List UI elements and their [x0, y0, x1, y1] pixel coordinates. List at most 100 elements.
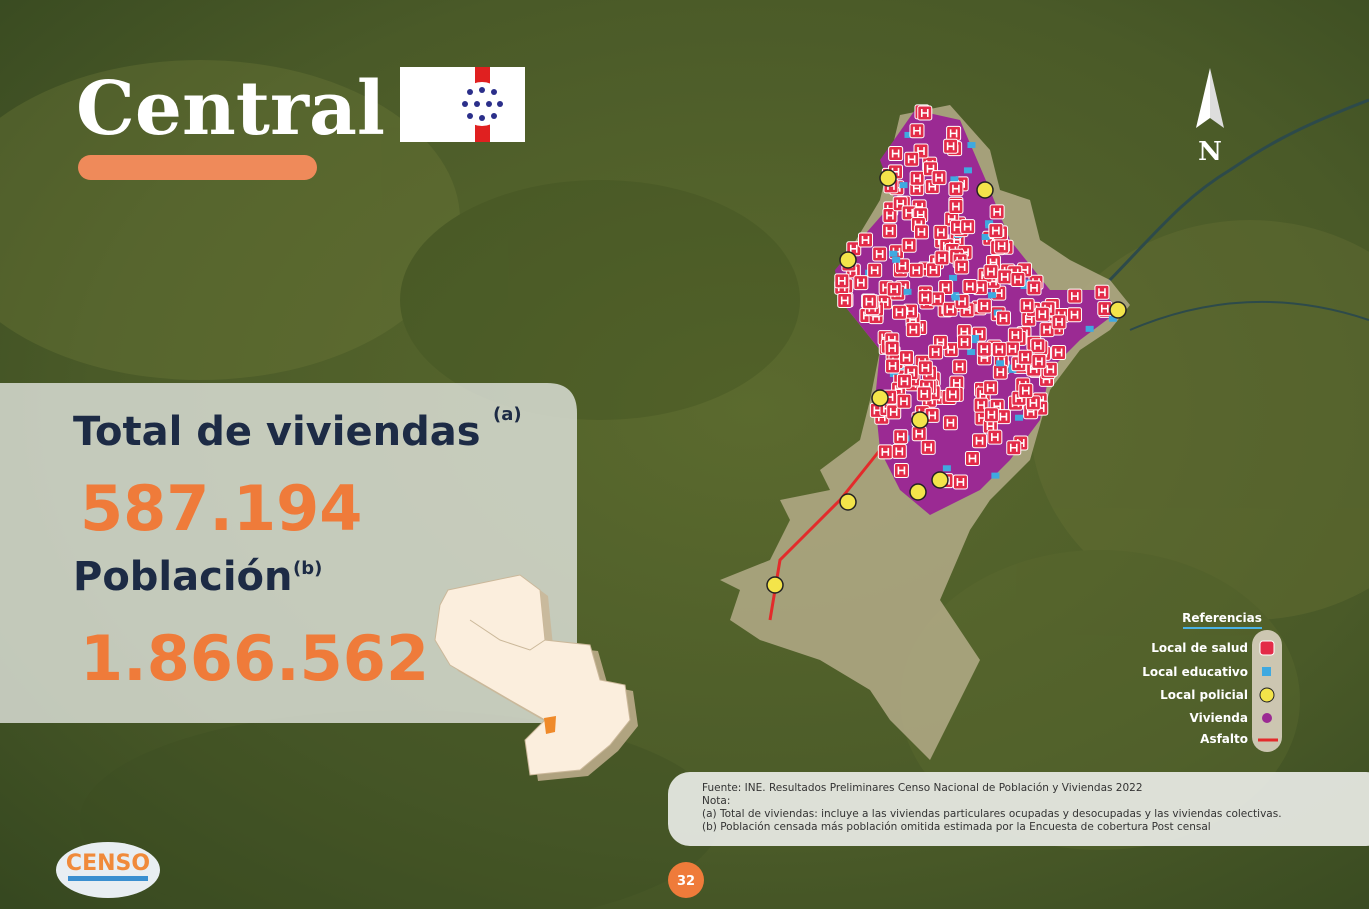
- health-marker-glyph: [849, 244, 858, 253]
- school-marker: [967, 349, 976, 356]
- school-marker: [892, 256, 901, 263]
- police-marker: [766, 576, 784, 594]
- health-marker-glyph: [1034, 341, 1042, 350]
- health-marker-glyph: [888, 344, 896, 353]
- health-marker-glyph: [1043, 325, 1051, 334]
- health-marker-glyph: [966, 282, 974, 291]
- health-marker-glyph: [996, 368, 1005, 377]
- health-marker-glyph: [857, 278, 865, 287]
- health-marker-glyph: [915, 429, 924, 438]
- health-marker-glyph: [902, 353, 911, 362]
- health-marker-glyph: [1035, 357, 1043, 366]
- health-marker-glyph: [952, 202, 960, 211]
- school-marker: [889, 250, 898, 257]
- title-underline: [78, 155, 317, 180]
- health-marker-glyph: [889, 407, 898, 416]
- health-marker-glyph: [980, 345, 989, 354]
- health-marker-glyph: [977, 401, 985, 410]
- population-note: (b): [293, 558, 322, 579]
- logo-stripe: [68, 876, 148, 881]
- source-line: (a) Total de viviendas: incluye a las vi…: [702, 808, 1282, 820]
- school-marker: [899, 182, 908, 189]
- health-marker-glyph: [1000, 272, 1009, 281]
- legend-label: Local de salud: [1151, 641, 1248, 655]
- health-marker-glyph: [1023, 301, 1031, 310]
- school-marker: [967, 142, 976, 149]
- school-marker: [1015, 414, 1024, 421]
- health-marker-glyph: [997, 242, 1006, 251]
- health-marker-glyph: [870, 266, 879, 275]
- health-marker-glyph: [840, 296, 849, 305]
- source-box: [668, 772, 1369, 846]
- health-marker-glyph: [1071, 292, 1079, 301]
- health-marker-glyph: [875, 249, 884, 258]
- health-marker-glyph: [1009, 443, 1018, 452]
- school-marker: [991, 472, 1000, 479]
- health-marker-glyph: [975, 436, 984, 445]
- health-marker-glyph: [913, 174, 921, 183]
- source-line: Fuente: INE. Resultados Preliminares Cen…: [702, 782, 1143, 794]
- health-marker-glyph: [921, 363, 930, 372]
- health-marker-glyph: [957, 263, 966, 272]
- health-marker-glyph: [895, 447, 904, 456]
- health-marker-glyph: [1014, 275, 1022, 284]
- population-value: 1.866.562: [80, 622, 429, 695]
- health-marker-glyph: [956, 477, 965, 486]
- health-marker-glyph: [955, 362, 964, 371]
- health-marker-glyph: [920, 109, 929, 118]
- health-marker-glyph: [1030, 283, 1038, 292]
- health-marker-glyph: [980, 301, 989, 310]
- health-marker-glyph: [986, 383, 995, 392]
- health-marker-glyph: [986, 422, 995, 431]
- health-marker-glyph: [897, 466, 906, 475]
- school-marker: [950, 176, 959, 183]
- stats-panel: [0, 383, 577, 723]
- police-marker: [909, 483, 927, 501]
- school-marker: [969, 337, 978, 344]
- page-badge: [668, 862, 704, 898]
- river: [1098, 98, 1369, 292]
- health-marker-glyph: [912, 266, 921, 275]
- flag: [400, 67, 525, 142]
- health-marker-glyph: [905, 208, 913, 217]
- health-marker-glyph: [993, 207, 1001, 216]
- source-line: (b) Población censada más población omit…: [702, 821, 1211, 833]
- health-marker-glyph: [906, 307, 915, 316]
- school-marker: [1108, 315, 1117, 322]
- health-marker-glyph: [938, 253, 946, 262]
- health-marker-glyph: [946, 305, 954, 314]
- health-marker-glyph: [952, 378, 961, 387]
- health-marker-glyph: [895, 308, 904, 317]
- health-marker-glyph: [999, 314, 1008, 323]
- north-arrow: [1196, 68, 1210, 128]
- health-marker-glyph: [909, 325, 918, 334]
- school-marker: [996, 360, 1005, 367]
- health-marker-glyph: [861, 236, 870, 245]
- health-marker-glyph: [952, 184, 960, 193]
- health-marker-glyph: [987, 410, 996, 419]
- health-marker-glyph: [949, 390, 957, 399]
- school-marker: [942, 465, 951, 472]
- health-marker-glyph: [907, 155, 916, 164]
- health-marker-glyph: [1022, 386, 1030, 395]
- housing-value: 587.194: [80, 472, 362, 545]
- health-marker-glyph: [917, 227, 926, 236]
- health-marker-glyph: [947, 345, 955, 354]
- legend-label: Local policial: [1160, 688, 1248, 702]
- source-line: Nota:: [702, 795, 730, 807]
- health-marker-glyph: [931, 347, 940, 356]
- legend-title: Referencias: [1182, 611, 1262, 625]
- population-label: Población: [73, 554, 293, 600]
- police-marker: [871, 389, 889, 407]
- health-marker-glyph: [1029, 398, 1038, 407]
- police-marker: [911, 411, 929, 429]
- health-marker-glyph: [960, 327, 969, 336]
- health-marker-glyph: [838, 276, 846, 285]
- legend: Referencias Local de salud Local educati…: [1142, 611, 1282, 752]
- health-marker-glyph: [933, 294, 942, 303]
- police-marker: [839, 251, 857, 269]
- housing-label: Total de viviendas: [73, 409, 481, 455]
- health-marker-glyph: [963, 222, 972, 231]
- title: Central: [76, 66, 385, 152]
